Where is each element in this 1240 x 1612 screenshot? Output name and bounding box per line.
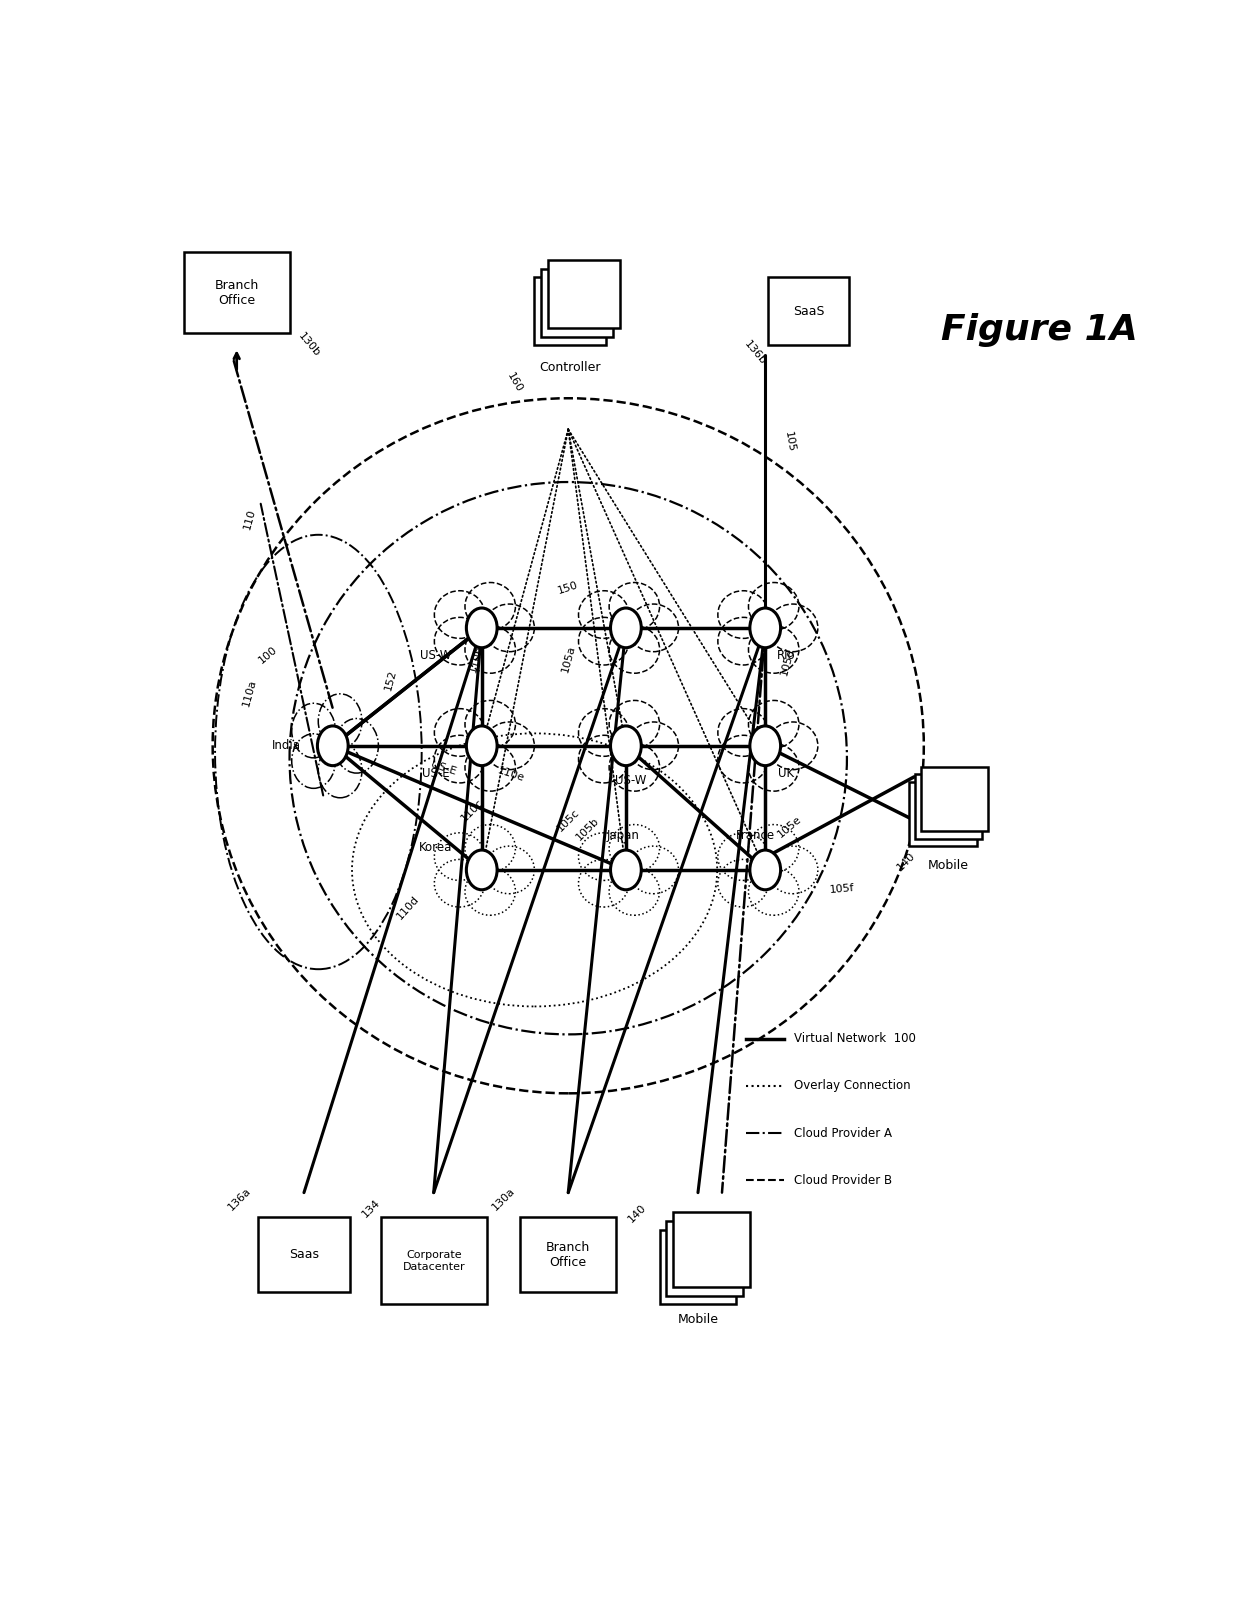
Text: Saas: Saas [289,1248,319,1261]
Circle shape [610,608,641,648]
Text: 105: 105 [782,430,796,453]
Text: Korea: Korea [419,841,453,854]
Circle shape [750,725,781,766]
Text: UK: UK [779,767,795,780]
Circle shape [466,608,497,648]
Text: 130a: 130a [491,1185,517,1212]
Bar [673,1212,750,1286]
Text: Japan: Japan [606,829,640,841]
Text: Mobile: Mobile [677,1314,718,1327]
Bar [534,277,606,345]
Text: 140: 140 [626,1203,649,1225]
Text: US-E: US-E [422,767,449,780]
Circle shape [317,725,348,766]
Bar [381,1217,486,1304]
Circle shape [750,850,781,890]
Text: 105a: 105a [559,645,577,674]
Text: India: India [272,740,301,753]
Text: Virtual Network  100: Virtual Network 100 [794,1032,916,1045]
Bar [915,774,982,838]
Text: 110b: 110b [469,645,485,674]
Text: 110e: 110e [496,766,526,783]
Bar [184,253,290,334]
Circle shape [750,608,781,648]
Bar [660,1230,737,1304]
Text: 160: 160 [505,371,525,393]
Text: Branch
Office: Branch Office [546,1241,590,1269]
Bar [666,1222,743,1296]
Text: 105d: 105d [779,646,796,677]
Text: 110d: 110d [394,893,420,920]
Bar [548,260,620,329]
Text: US-W: US-W [615,774,646,787]
Circle shape [610,725,641,766]
Bar [258,1217,350,1291]
Text: Overlay Connection: Overlay Connection [794,1080,910,1093]
Text: 110: 110 [242,508,257,530]
Text: 134: 134 [361,1198,382,1220]
Text: Rio: Rio [777,648,796,661]
Text: Figure 1A: Figure 1A [941,313,1137,347]
Text: 105b: 105b [574,816,601,843]
Text: 130b: 130b [296,330,321,359]
Text: 140: 140 [895,850,918,872]
Text: Corporate
Datacenter: Corporate Datacenter [402,1251,465,1272]
Text: 100: 100 [257,645,280,666]
Bar [768,277,849,345]
Text: 136a: 136a [226,1185,253,1212]
Bar [541,269,613,337]
Text: 105c: 105c [556,808,582,833]
Text: US-E: US-E [429,759,458,777]
Bar [921,767,988,832]
Text: 136b: 136b [743,339,769,366]
Text: 105e: 105e [775,814,804,840]
Text: Mobile: Mobile [928,859,968,872]
Text: 110a: 110a [241,677,258,708]
Circle shape [466,850,497,890]
Bar [909,782,977,846]
Bar [521,1217,616,1291]
Text: Branch
Office: Branch Office [215,279,259,306]
Text: 150: 150 [557,580,580,596]
Circle shape [610,850,641,890]
Text: US-W: US-W [420,648,451,661]
Text: Controller: Controller [539,361,601,374]
Text: SaaS: SaaS [792,305,825,318]
Text: Cloud Provider B: Cloud Provider B [794,1174,893,1186]
Text: France: France [737,829,775,841]
Circle shape [466,725,497,766]
Text: 105f: 105f [830,882,856,895]
Text: 110c: 110c [459,798,485,824]
Text: Cloud Provider A: Cloud Provider A [794,1127,892,1140]
Text: 152: 152 [383,669,398,692]
